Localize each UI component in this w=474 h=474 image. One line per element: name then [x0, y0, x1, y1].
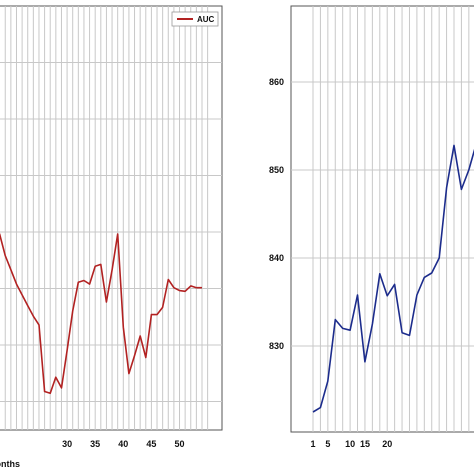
series-line-auc	[0, 233, 202, 395]
y-tick-label: 840	[269, 253, 284, 263]
x-tick-label: 20	[382, 439, 392, 449]
x-tick-label: 40	[118, 439, 128, 449]
x-tick-label: 35	[90, 439, 100, 449]
series-line	[312, 144, 474, 413]
legend-box	[171, 11, 219, 27]
x-tick-label: 45	[146, 439, 156, 449]
x-tick-label: 1	[310, 439, 315, 449]
legend-label-auc: AUC	[197, 15, 215, 24]
x-tick-label: 30	[62, 439, 72, 449]
y-tick-label: 850	[269, 165, 284, 175]
x-axis-title: onths	[0, 459, 20, 469]
x-tick-label: 50	[175, 439, 185, 449]
x-tick-label: 10	[345, 439, 355, 449]
x-tick-label: 5	[325, 439, 330, 449]
right-chart: 830 840 850 860 1 5 10 15 20	[269, 5, 474, 449]
y-tick-label: 830	[269, 341, 284, 351]
y-tick-label: 860	[269, 77, 284, 87]
x-tick-label: 15	[360, 439, 370, 449]
left-chart-auc: 30 35 40 45 50 onths AUC	[0, 5, 223, 469]
